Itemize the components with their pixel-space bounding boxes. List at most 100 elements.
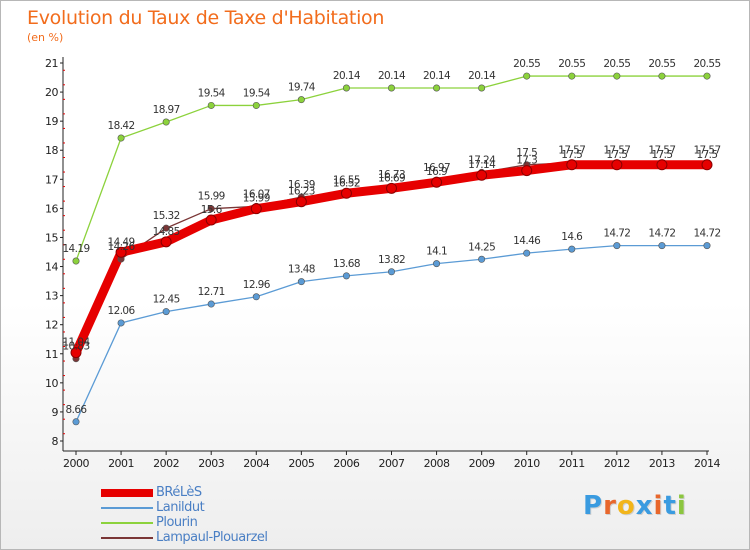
x-tick-label: 2012 (604, 457, 630, 470)
logo-letter: P (583, 491, 604, 521)
data-label: 14.49 (108, 236, 135, 248)
y-tick-label: 14 (45, 261, 58, 274)
x-tick-label: 2009 (469, 457, 495, 470)
data-point (207, 205, 215, 213)
data-point (521, 165, 533, 177)
logo-letter: i (676, 491, 687, 521)
data-point (117, 319, 125, 327)
y-tick-label: 21 (45, 57, 58, 70)
x-tick-label: 2014 (694, 457, 720, 470)
data-label: 14.85 (153, 226, 180, 238)
data-label: 17.14 (468, 159, 496, 171)
legend-label-plourin: Plourin (156, 515, 198, 530)
logo-letter: i (653, 491, 664, 521)
data-label: 16.9 (426, 166, 447, 178)
y-tick-label: 16 (45, 202, 58, 215)
data-point (387, 84, 395, 92)
data-point (566, 159, 578, 171)
data-label: 16.73 (378, 169, 405, 181)
data-label: 15.32 (153, 210, 180, 222)
data-label: 17.3 (516, 155, 537, 167)
data-point (207, 101, 215, 109)
data-labels: 14.19 18.42 18.97 19.54 19.54 19.74 20.14 20.14… (62, 58, 721, 416)
series-lines (71, 75, 712, 423)
data-point (523, 72, 531, 80)
data-point (476, 169, 488, 181)
data-point (72, 257, 80, 265)
data-point (297, 278, 305, 286)
data-label: 14.72 (648, 228, 675, 240)
data-label: 14.46 (513, 235, 541, 247)
legend-label-lanildut: Lanildut (156, 500, 205, 515)
data-point (703, 72, 711, 80)
data-label: 15.99 (243, 193, 270, 205)
legend-label-brelès: BRéLèS (156, 485, 202, 500)
data-label: 18.97 (153, 104, 180, 116)
x-tick-label: 2006 (333, 457, 359, 470)
legend-swatch-brelès (101, 489, 153, 497)
x-tick-label: 2007 (379, 457, 405, 470)
data-label: 16.07 (243, 188, 270, 200)
data-label: 13.48 (288, 264, 315, 276)
data-label: 10.83 (62, 341, 89, 353)
legend-swatch-lanildut (101, 507, 153, 509)
series-points (70, 72, 713, 426)
data-point (611, 159, 623, 171)
data-point (386, 182, 397, 194)
data-point (162, 308, 170, 316)
x-tick-label: 2004 (243, 457, 269, 470)
y-tick-label: 13 (45, 290, 58, 303)
data-point (658, 242, 666, 250)
data-point (523, 249, 531, 257)
x-tick-label: 2001 (108, 457, 134, 470)
data-point (387, 268, 395, 276)
proxiti-logo[interactable]: Proxiti (583, 491, 687, 521)
chart-title: Evolution du Taux de Taxe d'Habitation (27, 7, 385, 29)
x-tick-label: 2008 (424, 457, 450, 470)
data-label: 20.14 (468, 70, 496, 82)
y-tick-label: 18 (45, 144, 58, 157)
y-tick-label: 15 (45, 231, 58, 244)
x-tick-label: 2011 (559, 457, 585, 470)
legend-swatch-lampaul-plouarzel (101, 537, 153, 539)
data-label: 16.52 (333, 177, 360, 189)
data-label: 14.1 (426, 246, 447, 258)
data-label: 19.54 (198, 87, 226, 99)
data-point (703, 242, 711, 250)
data-label: 17.57 (648, 145, 675, 157)
y-tick-label: 20 (45, 86, 58, 99)
x-tick-label: 2005 (288, 457, 314, 470)
data-label: 11.04 (62, 337, 90, 349)
data-label: 19.54 (243, 87, 271, 99)
data-point (160, 236, 172, 248)
data-point (568, 72, 576, 80)
data-point (205, 214, 217, 226)
data-point (701, 159, 713, 171)
data-label: 17.5 (651, 149, 672, 161)
data-label: 17.5 (561, 149, 582, 161)
data-point (162, 118, 170, 126)
data-label: 20.14 (378, 70, 406, 82)
legend-swatch-plourin (101, 522, 153, 524)
data-point (70, 347, 82, 359)
data-label: 20.14 (333, 70, 361, 82)
data-point (342, 272, 350, 280)
y-tick-label: 12 (45, 319, 58, 332)
data-point (252, 293, 260, 301)
x-tick-label: 2003 (198, 457, 224, 470)
data-label: 17.57 (693, 145, 720, 157)
data-point (431, 176, 443, 188)
data-point (250, 203, 262, 215)
axes: 8 9 10 11 12 13 14 15 16 17 18 19 20 21 2000 2001 2002 20… (45, 57, 721, 470)
x-tick-label: 2013 (649, 457, 675, 470)
logo-letter: x (635, 491, 654, 521)
data-label: 20.55 (558, 58, 585, 70)
x-tick-label: 2000 (63, 457, 89, 470)
data-point (340, 187, 352, 199)
data-label: 17.5 (697, 149, 718, 161)
data-label: 13.68 (333, 258, 360, 270)
chart-subtitle: (en %) (27, 31, 64, 44)
data-point (658, 72, 666, 80)
data-label: 14.26 (108, 241, 136, 253)
